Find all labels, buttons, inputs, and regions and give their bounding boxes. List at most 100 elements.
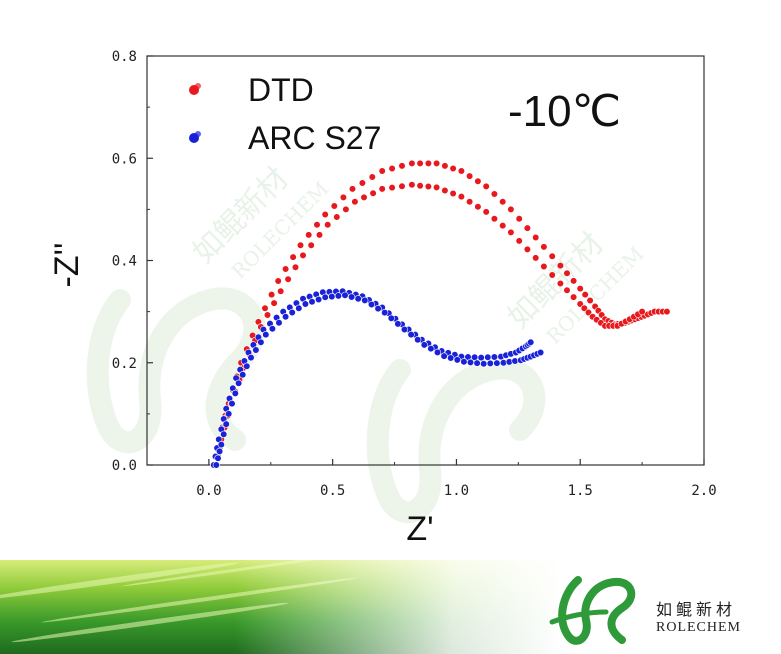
- data-point: [313, 221, 321, 229]
- data-point: [351, 198, 359, 206]
- data-point: [270, 299, 278, 307]
- data-point: [493, 359, 501, 367]
- data-point: [414, 336, 422, 344]
- data-point: [556, 262, 565, 270]
- data-point: [274, 277, 282, 285]
- data-point: [361, 296, 369, 305]
- data-point: [466, 198, 474, 206]
- x-tick-label: 0.0: [196, 483, 221, 499]
- data-point: [474, 203, 482, 211]
- data-point: [563, 286, 571, 294]
- series-arc-s27: [212, 291, 545, 469]
- data-point: [367, 300, 376, 309]
- data-point: [482, 208, 490, 216]
- company-logo: 如鲲新材 ROLECHEM: [548, 566, 776, 646]
- footer-fade: [0, 560, 781, 654]
- data-point: [358, 179, 367, 187]
- y-axis-title: -Z'': [48, 242, 86, 287]
- data-point: [214, 454, 222, 462]
- data-point: [284, 275, 292, 283]
- data-point: [507, 205, 515, 213]
- data-point: [441, 186, 449, 195]
- data-point: [540, 243, 548, 251]
- data-point: [348, 293, 356, 301]
- data-point: [477, 354, 485, 362]
- data-point: [394, 320, 402, 328]
- data-point: [420, 341, 428, 349]
- data-point: [490, 353, 499, 361]
- data-point: [291, 263, 300, 271]
- data-point: [328, 293, 336, 301]
- data-point: [381, 309, 389, 317]
- x-tick-label: 2.0: [691, 483, 716, 499]
- data-point: [532, 254, 540, 262]
- data-point: [324, 221, 332, 229]
- data-point: [441, 162, 449, 170]
- data-point: [638, 308, 646, 316]
- x-axis-ticks: [146, 459, 705, 465]
- data-point: [262, 331, 270, 339]
- data-point: [288, 308, 296, 317]
- data-point: [473, 359, 481, 367]
- data-point: [277, 287, 285, 295]
- legend-label-arc-s27: ARC S27: [248, 120, 381, 156]
- footer-banner: [0, 560, 781, 654]
- data-point: [247, 354, 255, 362]
- x-axis-title: Z': [406, 510, 433, 548]
- watermark-logo-mark-2: [366, 357, 546, 524]
- data-point: [474, 177, 482, 185]
- data-point: [424, 182, 433, 191]
- nyquist-plot: 如鲲新材 ROLECHEM 如鲲新材 ROLECHEM 0.0 0.5 1.0 …: [48, 49, 717, 548]
- data-point: [482, 182, 490, 190]
- data-point: [576, 285, 584, 293]
- data-point: [388, 164, 396, 173]
- data-point: [330, 202, 338, 210]
- data-point: [257, 338, 265, 346]
- data-point: [433, 159, 441, 167]
- data-point: [341, 291, 349, 299]
- data-point: [569, 293, 578, 301]
- data-point: [427, 345, 435, 353]
- data-point: [315, 231, 324, 239]
- data-point: [515, 237, 523, 245]
- data-point: [289, 253, 297, 261]
- x-tick-label: 0.5: [320, 483, 345, 499]
- data-point: [307, 241, 315, 249]
- data-point: [580, 304, 588, 312]
- data-point: [321, 293, 329, 301]
- data-point: [457, 167, 466, 175]
- data-point: [282, 313, 290, 321]
- data-point: [466, 358, 475, 367]
- data-point: [536, 348, 545, 357]
- data-point: [486, 359, 494, 368]
- data-point: [282, 265, 290, 273]
- x-tick-label: 1.5: [568, 483, 593, 499]
- data-point: [225, 410, 233, 418]
- data-point: [449, 164, 457, 173]
- data-point: [457, 193, 466, 201]
- data-point: [275, 319, 283, 327]
- data-point: [527, 338, 535, 346]
- data-point: [261, 304, 269, 312]
- data-point: [663, 308, 671, 316]
- data-point: [305, 231, 313, 239]
- data-point: [548, 252, 556, 260]
- data-point: [378, 167, 386, 175]
- data-point: [354, 295, 362, 303]
- data-point: [263, 311, 272, 319]
- data-point: [378, 185, 386, 193]
- data-point: [556, 279, 565, 288]
- logo-chinese-name: 如鲲新材: [656, 600, 737, 619]
- data-point: [460, 358, 468, 366]
- legend-marker-dtd-2: [195, 83, 201, 89]
- y-tick-label: 0.8: [112, 49, 137, 65]
- data-point: [499, 359, 508, 367]
- data-point: [490, 215, 499, 223]
- data-point: [480, 360, 488, 368]
- data-point: [440, 352, 448, 360]
- watermark-logo-mark: [86, 287, 266, 454]
- data-point: [220, 430, 228, 438]
- data-point: [222, 420, 230, 428]
- data-point: [416, 159, 424, 167]
- y-tick-label: 0.0: [112, 458, 137, 474]
